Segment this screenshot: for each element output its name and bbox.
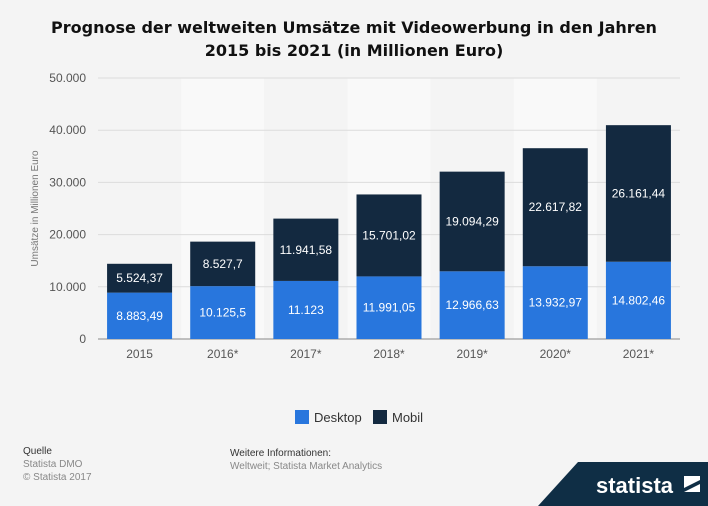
bar-label-desktop-6: 14.802,46: [612, 293, 666, 307]
y-tick-label-0: 0: [79, 332, 86, 346]
chart-title-line1: Prognose der weltweiten Umsätze mit Vide…: [51, 18, 657, 37]
x-tick-label-3: 2018*: [373, 347, 405, 361]
bar-label-mobil-0: 5.524,37: [116, 271, 163, 285]
bar-mobil-5: [522, 148, 588, 267]
info-heading: Weitere Informationen:: [230, 448, 331, 459]
bar-desktop-6: [605, 261, 671, 339]
legend-swatch-desktop: [295, 410, 309, 424]
x-tick-label-4: 2019*: [456, 347, 488, 361]
logo-background: [538, 462, 708, 506]
bar-label-desktop-1: 10.125,5: [199, 306, 246, 320]
bar-desktop-2: [273, 280, 339, 339]
x-axis-ticks: 2015 2016* 2017* 2018* 2019* 2020* 2021*: [126, 347, 654, 361]
x-tick-label-5: 2020*: [540, 347, 572, 361]
y-tick-label-1: 10.000: [49, 280, 86, 294]
y-tick-label-3: 30.000: [49, 175, 86, 189]
y-axis-label: Umsätze in Millionen Euro: [30, 150, 41, 267]
bar-label-desktop-0: 8.883,49: [116, 309, 163, 323]
bar-mobil-1: [190, 241, 256, 287]
bar-label-mobil-3: 15.701,02: [362, 228, 416, 242]
info-block: Weitere Informationen: Weltweit; Statist…: [230, 447, 382, 473]
x-tick-label-2: 2017*: [290, 347, 322, 361]
logo-mark-icon: [684, 476, 700, 492]
bar-mobil-4: [439, 171, 505, 272]
x-tick-label-6: 2021*: [623, 347, 655, 361]
y-tick-label-5: 50.000: [49, 71, 86, 85]
bar-label-desktop-5: 13.932,97: [529, 296, 583, 310]
copyright-line: © Statista 2017: [23, 472, 92, 483]
bar-desktop-0: [107, 292, 173, 339]
source-block: Quelle Statista DMO © Statista 2017: [23, 445, 92, 484]
statista-logo[interactable]: statista: [538, 462, 708, 506]
bar-mobil-3: [356, 194, 422, 277]
source-heading: Quelle: [23, 446, 52, 457]
bar-mobil-2: [273, 218, 339, 281]
chart-title-line2: 2015 bis 2021 (in Millionen Euro): [205, 41, 504, 60]
source-line: Statista DMO: [23, 459, 83, 470]
bar-desktop-3: [356, 276, 422, 339]
bars: 8.883,49 5.524,37 10.125,5 8.527,7 11.123 11.…: [107, 125, 671, 339]
y-axis-ticks: 0 10.000 20.000 30.000 40.000 50.000: [49, 71, 86, 346]
bar-label-desktop-3: 11.991,05: [363, 301, 416, 315]
x-tick-label-1: 2016*: [207, 347, 239, 361]
bar-label-mobil-5: 22.617,82: [529, 200, 583, 214]
bar-desktop-5: [522, 266, 588, 339]
legend-swatch-mobil: [373, 410, 387, 424]
bar-desktop-1: [190, 286, 256, 339]
bar-label-desktop-2: 11.123: [288, 303, 324, 317]
x-tick-label-0: 2015: [126, 347, 153, 361]
bar-label-mobil-1: 8.527,7: [203, 257, 243, 271]
legend-label-mobil: Mobil: [392, 410, 423, 425]
y-tick-label-4: 40.000: [49, 123, 86, 137]
bar-label-mobil-2: 11.941,58: [280, 243, 333, 257]
bar-label-mobil-4: 19.094,29: [445, 214, 499, 228]
logo-text: statista: [596, 473, 674, 498]
legend-label-desktop: Desktop: [314, 410, 362, 425]
y-tick-label-2: 20.000: [49, 228, 86, 242]
bar-label-desktop-4: 12.966,63: [445, 298, 499, 312]
legend: Desktop Mobil: [295, 410, 423, 425]
bar-mobil-6: [605, 125, 671, 262]
info-text: Weltweit; Statista Market Analytics: [230, 461, 383, 472]
bar-desktop-4: [439, 271, 505, 339]
bar-mobil-0: [107, 263, 173, 293]
bar-label-mobil-6: 26.161,44: [612, 186, 666, 200]
